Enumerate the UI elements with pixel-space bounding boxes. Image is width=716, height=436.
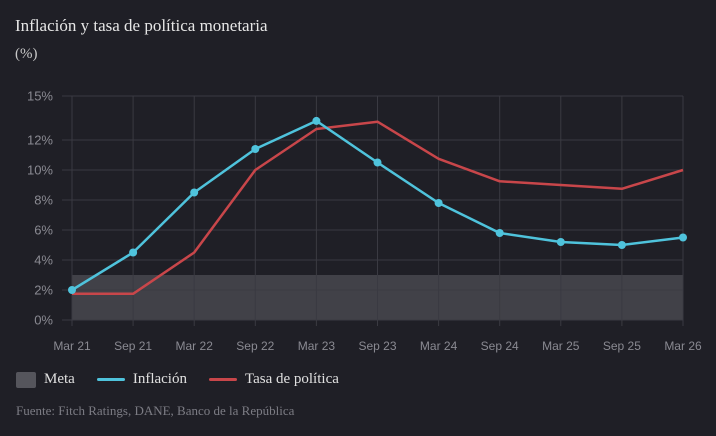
x-tick-label: Mar 21 — [53, 339, 91, 353]
x-tick-label: Sep 25 — [603, 339, 641, 353]
inflation-line-icon — [96, 378, 125, 381]
inflation-point — [190, 188, 199, 197]
inflation-point — [556, 238, 565, 246]
x-tick-label: Sep 23 — [358, 339, 396, 353]
y-tick-label: 0% — [34, 313, 53, 328]
x-tick-label: Mar 25 — [542, 339, 580, 353]
x-tick-label: Mar 24 — [420, 339, 458, 353]
inflation-point — [251, 145, 260, 153]
y-tick-label: 8% — [34, 193, 53, 208]
legend-meta-label: Meta — [44, 371, 75, 387]
x-tick-label: Sep 22 — [236, 339, 274, 353]
x-tick-label: Sep 24 — [481, 339, 519, 353]
y-tick-label: 2% — [34, 283, 53, 298]
inflation-point — [312, 116, 321, 125]
legend-item-policy[interactable]: Tasa de política — [208, 371, 339, 388]
x-tick-label: Mar 23 — [298, 339, 336, 353]
policy-line-icon — [208, 378, 237, 381]
inflation-point — [68, 286, 76, 294]
legend-item-meta[interactable]: Meta — [16, 371, 75, 388]
legend: Meta Inflación Tasa de política — [16, 371, 361, 388]
y-tick-label: 6% — [34, 223, 53, 238]
inflation-point — [129, 248, 138, 257]
y-tick-label: 15% — [27, 89, 53, 104]
inflation-point — [679, 233, 687, 242]
x-tick-label: Mar 26 — [664, 339, 702, 353]
y-tick-label: 4% — [34, 253, 53, 268]
chart-unit-label: (%) — [15, 46, 38, 62]
inflation-point — [495, 229, 504, 237]
inflation-point — [434, 199, 443, 207]
chart-title: Inflación y tasa de política monetaria — [15, 16, 268, 35]
meta-swatch-icon — [16, 371, 36, 388]
x-tick-label: Sep 21 — [114, 339, 152, 353]
y-tick-label: 12% — [27, 133, 53, 148]
inflation-point — [373, 158, 382, 167]
legend-item-inflation[interactable]: Inflación — [96, 371, 187, 388]
legend-policy-label: Tasa de política — [244, 371, 339, 387]
inflation-point — [617, 241, 626, 249]
y-tick-label: 10% — [27, 163, 53, 178]
legend-inflation-label: Inflación — [132, 371, 187, 387]
policy-rate-line — [72, 120, 684, 296]
source-note: Fuente: Fitch Ratings, DANE, Banco de la… — [16, 403, 295, 418]
x-tick-label: Mar 22 — [176, 339, 214, 353]
